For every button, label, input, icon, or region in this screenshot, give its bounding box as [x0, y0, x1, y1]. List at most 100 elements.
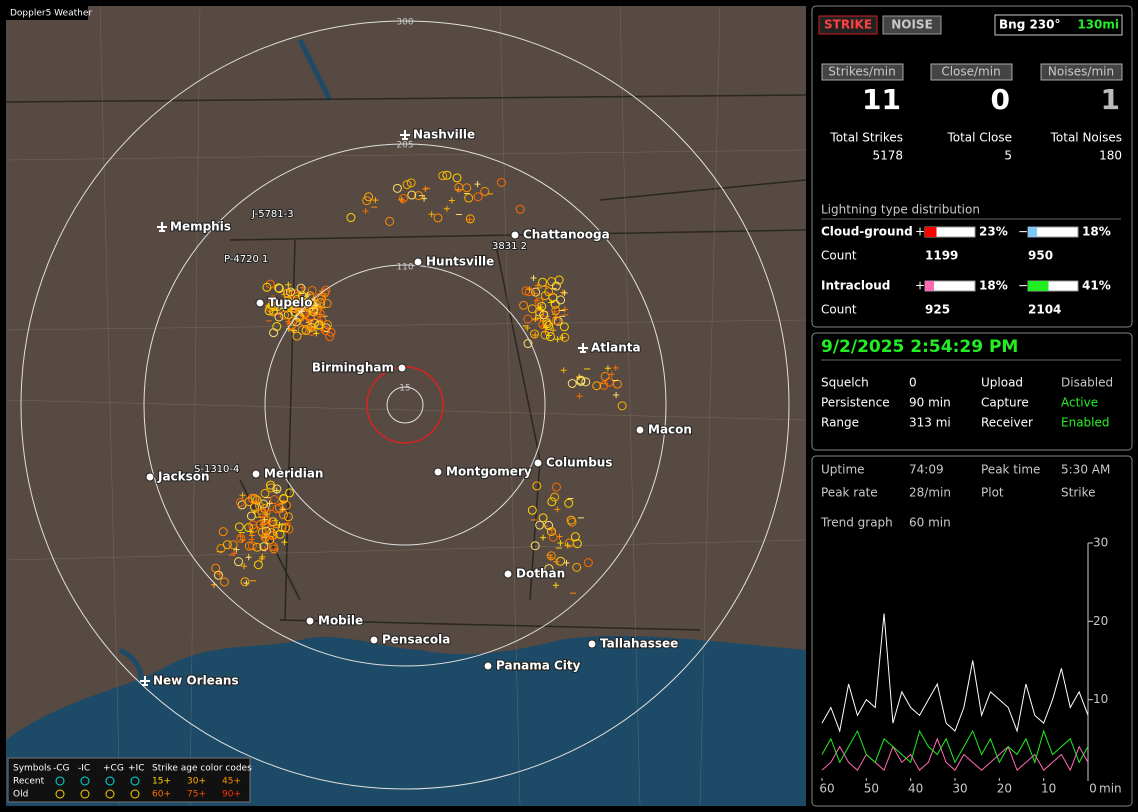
strike-symbol — [544, 287, 554, 297]
strike-symbol — [554, 275, 564, 285]
airport-icon — [140, 676, 150, 686]
strike-symbol — [322, 299, 332, 309]
total-value: 5178 — [872, 149, 903, 163]
city-dot — [255, 298, 265, 308]
bar — [1028, 281, 1049, 291]
airport-icon — [578, 343, 588, 353]
strike-symbol — [531, 287, 541, 297]
stat-value: Strike — [1061, 486, 1096, 500]
percent: 23% — [979, 225, 1008, 239]
strike-symbol — [559, 322, 569, 332]
legend-label: Symbols — [13, 764, 52, 774]
strike-symbol — [600, 371, 610, 381]
strike-symbol — [213, 570, 223, 580]
strike-symbol — [274, 283, 284, 293]
strike-symbol — [280, 305, 287, 312]
strike-symbol — [527, 505, 537, 515]
strike-symbol — [219, 577, 229, 587]
legend-age: 75+ — [187, 790, 206, 800]
setting-value: Disabled — [1061, 376, 1113, 390]
strike-symbol — [572, 562, 582, 572]
sign: − — [1018, 279, 1028, 293]
strike-symbol — [317, 304, 324, 311]
strike-symbol — [216, 570, 223, 577]
percent: 18% — [979, 279, 1008, 293]
strike-symbol — [281, 500, 291, 510]
strike-symbol — [247, 541, 257, 551]
legend-type: -IC — [78, 764, 90, 774]
strike-symbol — [532, 481, 542, 491]
x-tick-label: 10 — [1041, 782, 1056, 796]
stat-label: Peak rate — [821, 486, 878, 500]
setting-value: Enabled — [1061, 416, 1110, 430]
strike-symbol — [530, 329, 540, 339]
strike-symbol — [548, 532, 558, 542]
strike-symbol — [539, 310, 549, 320]
strike-symbol — [546, 551, 556, 561]
strike-symbol — [269, 328, 279, 338]
strike-symbol — [316, 298, 326, 308]
strike-symbol — [266, 500, 273, 507]
strike-symbol — [465, 214, 475, 224]
city-label: Tupelo — [268, 296, 313, 310]
city-label: Chattanooga — [523, 228, 610, 242]
stat-value: 74:09 — [909, 463, 944, 477]
strike-symbol — [265, 279, 275, 289]
strike-symbol — [537, 301, 547, 311]
range-label: 300 — [396, 18, 413, 28]
range-label: 205 — [396, 141, 413, 151]
legend-age: 90+ — [222, 790, 241, 800]
strike-symbol — [553, 558, 560, 565]
strike-symbol — [282, 288, 292, 298]
strike-symbol — [248, 524, 258, 534]
legend-symbol — [55, 776, 65, 786]
legend-symbol — [105, 789, 115, 799]
rate-value: 1 — [1101, 83, 1120, 116]
strike-symbol — [262, 508, 269, 515]
distance: 130mi — [1077, 18, 1119, 32]
strike-symbol — [325, 332, 335, 342]
strike-symbol — [268, 517, 278, 527]
strike-symbol — [473, 192, 483, 202]
city-label: New Orleans — [153, 674, 239, 688]
strike-symbol — [554, 506, 561, 513]
strike-symbol — [262, 282, 272, 292]
legend-age: 60+ — [152, 790, 171, 800]
strike-button[interactable] — [818, 15, 878, 35]
noise-button[interactable] — [882, 15, 942, 35]
city-label: Huntsville — [426, 255, 494, 269]
strike-symbol — [560, 367, 567, 374]
legend-row-label: Old — [13, 790, 28, 800]
rate-value: 11 — [862, 83, 901, 116]
legend-type: +IC — [128, 764, 144, 774]
strike-symbol — [218, 527, 228, 537]
city-dot — [510, 230, 520, 240]
bar — [1028, 227, 1037, 237]
sign: − — [1018, 225, 1028, 239]
x-tick-label: 0 — [1089, 782, 1097, 796]
setting-label: Upload — [981, 376, 1023, 390]
setting-value: 313 mi — [909, 416, 951, 430]
noise-button-label[interactable]: NOISE — [891, 18, 933, 32]
strike-symbol — [551, 305, 561, 315]
trend-line — [821, 729, 1089, 764]
strike-symbol — [433, 213, 443, 223]
strike-symbol — [237, 533, 244, 540]
city-label: Atlanta — [591, 341, 641, 355]
strike-symbol — [287, 320, 297, 330]
strike-symbol — [534, 297, 541, 304]
strike-symbol — [289, 327, 296, 334]
strike-symbol — [269, 305, 279, 315]
trend-window: 60 min — [909, 516, 951, 530]
x-tick-label: 50 — [864, 782, 879, 796]
strike-symbol — [530, 275, 537, 282]
strike-button-label[interactable]: STRIKE — [824, 18, 872, 32]
strike-symbol — [246, 511, 256, 521]
storm-label: P-4720 1 — [224, 254, 268, 265]
count: 1199 — [925, 249, 958, 263]
strike-symbol — [259, 515, 269, 525]
stat-label: Uptime — [821, 463, 865, 477]
strike-symbol — [385, 216, 395, 226]
legend-symbol — [130, 789, 140, 799]
